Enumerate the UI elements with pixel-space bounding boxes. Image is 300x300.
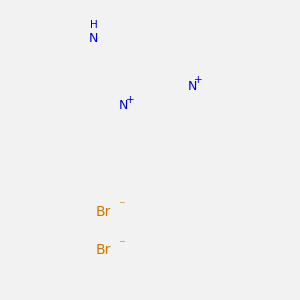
Text: ⁻: ⁻ (118, 238, 125, 252)
Text: H: H (90, 20, 98, 30)
Text: N: N (187, 80, 197, 94)
Text: Br: Br (96, 244, 111, 257)
Circle shape (184, 80, 200, 94)
Text: +: + (194, 75, 203, 85)
Circle shape (117, 98, 132, 113)
Circle shape (85, 31, 100, 46)
Text: N: N (119, 99, 129, 112)
Text: N: N (88, 32, 98, 45)
Text: +: + (126, 95, 135, 105)
Text: Br: Br (96, 205, 111, 218)
Text: ⁻: ⁻ (118, 200, 125, 213)
